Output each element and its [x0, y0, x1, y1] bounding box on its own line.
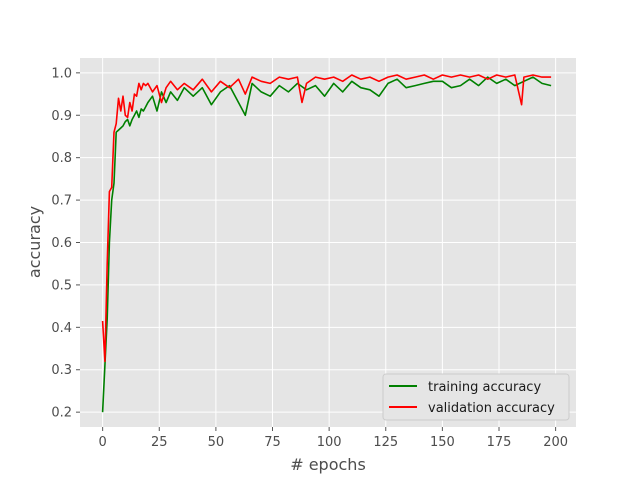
- y-tick-label: 0.7: [51, 194, 72, 209]
- y-tick-label: 0.6: [51, 236, 72, 251]
- x-axis-label: # epochs: [290, 455, 366, 474]
- x-tick-label: 50: [208, 435, 225, 450]
- y-axis-ticks: 0.2 0.3 0.4 0.5 0.6 0.7 0.8 0.9 1.0: [51, 66, 80, 421]
- y-tick-label: 0.9: [51, 109, 72, 124]
- legend-label-validation: validation accuracy: [428, 401, 555, 416]
- legend-label-training: training accuracy: [428, 380, 541, 395]
- legend: training accuracy validation accuracy: [382, 373, 570, 421]
- training-accuracy-line: [101, 76, 552, 413]
- series-layer: [101, 74, 552, 413]
- y-tick-label: 0.2: [51, 406, 72, 421]
- x-axis-ticks: 0 25 50 75 100 125 150 175 200: [99, 427, 568, 450]
- x-tick-label: 75: [264, 435, 281, 450]
- x-tick-label: 125: [373, 435, 398, 450]
- x-tick-label: 0: [99, 435, 107, 450]
- x-tick-label: 150: [430, 435, 455, 450]
- y-tick-label: 0.3: [51, 363, 72, 378]
- y-tick-label: 1.0: [51, 66, 72, 81]
- x-tick-label: 25: [151, 435, 168, 450]
- y-tick-label: 0.4: [51, 321, 72, 336]
- x-tick-label: 175: [487, 435, 512, 450]
- x-tick-label: 200: [543, 435, 568, 450]
- legend-box: [382, 373, 570, 421]
- validation-accuracy-line: [101, 74, 552, 363]
- y-tick-label: 0.5: [51, 278, 72, 293]
- y-axis-label: accuracy: [25, 206, 44, 278]
- y-tick-label: 0.8: [51, 151, 72, 166]
- x-tick-label: 100: [317, 435, 342, 450]
